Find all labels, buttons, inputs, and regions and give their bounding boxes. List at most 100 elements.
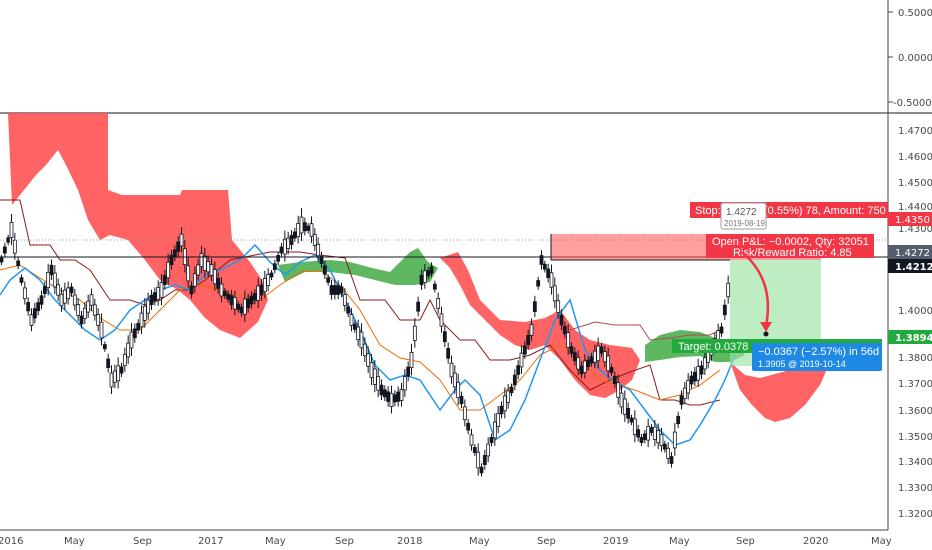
candle-body: [166, 261, 171, 279]
candle-body: [172, 249, 177, 258]
candle-body: [302, 222, 307, 232]
candle-body: [102, 344, 107, 350]
candle-body: [106, 358, 111, 368]
candle-body: [296, 222, 301, 238]
candle-body: [576, 357, 581, 370]
candle-body: [472, 447, 477, 453]
candle-body: [119, 366, 124, 374]
candle-body: [566, 332, 571, 348]
price-tick-4: 1.4300: [898, 224, 932, 235]
candlestick-series: [0, 208, 731, 477]
candle-body: [202, 255, 207, 271]
candle-body: [476, 451, 481, 469]
candle-body: [56, 284, 61, 296]
candle-body: [579, 365, 584, 375]
candle-body: [362, 343, 367, 357]
price-tooltip: [720, 202, 767, 230]
candle-body: [329, 285, 334, 295]
candle-body: [256, 285, 261, 301]
candle-body: [509, 386, 514, 394]
candle-body: [376, 376, 381, 391]
candle-body: [449, 362, 454, 378]
candle-body: [132, 328, 137, 339]
candle-body: [226, 293, 231, 300]
candle-body: [246, 298, 251, 309]
candle-body: [442, 331, 447, 343]
candle-body: [79, 315, 84, 325]
x-tick-10: May: [669, 536, 690, 547]
price-tick-13: 1.3300: [898, 483, 932, 494]
tooltip-date: 2019-08-19: [724, 219, 765, 228]
candle-body: [556, 300, 561, 313]
candle-body: [632, 418, 637, 435]
price-tick-11: 1.3500: [898, 432, 932, 443]
x-tick-1: May: [64, 536, 85, 547]
candle-body: [479, 466, 484, 474]
candle-body: [249, 295, 254, 305]
candle-body: [396, 391, 401, 402]
candle-body: [702, 357, 707, 370]
kijun-line-2: [569, 321, 721, 341]
projection-box: [752, 343, 882, 371]
candle-body: [726, 282, 731, 298]
candle-body: [392, 394, 397, 403]
current-price-tag-text: 1.4272: [895, 248, 930, 259]
candle-body: [506, 390, 511, 403]
candle-body: [539, 255, 544, 265]
projection-line-2: 1.3905 @ 2019-10-14: [758, 359, 846, 369]
candle-body: [612, 375, 617, 385]
candle-body: [366, 353, 371, 367]
price-tick-0: 1.4700: [898, 126, 932, 137]
candle-body: [139, 312, 144, 328]
candle-body: [2, 246, 7, 254]
x-tick-4: May: [265, 536, 286, 547]
short-position-tool[interactable]: Stop: (0.55%) 78, Amount: 750 Open P&L: …: [550, 202, 888, 371]
tooltip-price: 1.4272: [726, 207, 757, 218]
candle-body: [689, 375, 694, 385]
candle-body: [152, 292, 157, 302]
candle-body: [29, 314, 34, 326]
candle-body: [146, 299, 151, 314]
candle-body: [32, 308, 37, 319]
candle-body: [466, 422, 471, 431]
candle-body: [352, 323, 357, 330]
candle-body: [499, 405, 504, 415]
candle-body: [722, 304, 727, 316]
x-tick-9: 2019: [603, 536, 628, 547]
candle-body: [422, 270, 427, 283]
candle-body: [482, 455, 487, 465]
candle-body: [456, 381, 461, 399]
candle-body: [452, 372, 457, 388]
candle-body: [272, 263, 277, 270]
candle-body: [686, 379, 691, 394]
x-tick-7: May: [469, 536, 490, 547]
candle-body: [142, 305, 147, 321]
candle-body: [529, 324, 534, 336]
candle-body: [292, 231, 297, 239]
candle-body: [379, 384, 384, 396]
candle-body: [126, 342, 131, 358]
candle-body: [49, 264, 54, 276]
candle-body: [339, 286, 344, 294]
stop-label: Stop:: [695, 205, 721, 217]
candle-body: [269, 272, 274, 278]
candle-body: [192, 273, 197, 287]
candle-body: [19, 277, 24, 283]
osc-tick-0: 0.5000: [898, 8, 932, 19]
candle-body: [206, 261, 211, 273]
target-label: Target: 0.0378: [678, 341, 748, 353]
x-tick-5: Sep: [335, 536, 354, 547]
price-tick-14: 1.3200: [898, 509, 932, 520]
candle-body: [552, 285, 557, 302]
candle-body: [189, 285, 194, 295]
candle-body: [572, 352, 577, 362]
candle-body: [222, 290, 227, 296]
candle-body: [52, 272, 57, 288]
candle-body: [666, 447, 671, 459]
candle-body: [42, 285, 47, 295]
candle-body: [216, 277, 221, 289]
candle-body: [266, 274, 271, 286]
candle-body: [86, 300, 91, 313]
x-tick-13: May: [871, 536, 892, 547]
